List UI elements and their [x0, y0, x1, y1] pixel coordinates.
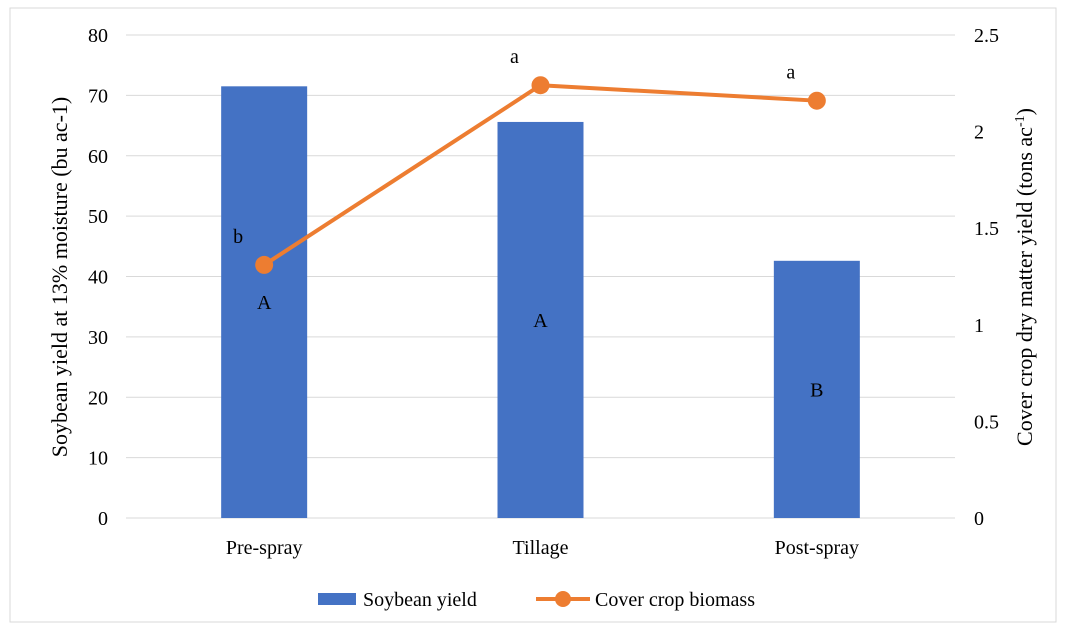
line-point [807, 91, 826, 110]
line-point [255, 255, 274, 274]
bar-annotation: B [810, 379, 823, 401]
y-right-tick-label: 2.5 [974, 25, 999, 47]
line-point-annotation: b [233, 226, 243, 248]
bar-annotation: A [257, 292, 272, 314]
bar [221, 86, 308, 518]
y-right-axis-title: Cover crop dry matter yield (tons ac-1) [1012, 108, 1037, 446]
y-right-tick-label: 0.5 [974, 411, 999, 433]
axis-ticks: 0 10 20 30 40 50 60 70 80 0 0.5 1 1.5 2 2.5 Pre-spray Ti… [88, 25, 999, 559]
x-tick-label: Post-spray [775, 537, 859, 559]
line-point-annotation: a [786, 62, 795, 84]
y-right-axis-title-end: ) [1012, 108, 1037, 115]
y-right-tick-label: 2 [974, 122, 984, 144]
y-left-tick-label: 10 [88, 448, 108, 470]
legend-line-label: Cover crop biomass [595, 589, 755, 611]
x-tick-label: Tillage [513, 537, 569, 559]
bar-annotation: A [533, 310, 548, 332]
bar [773, 260, 860, 518]
legend-bar-swatch [318, 593, 356, 605]
y-left-tick-label: 30 [88, 327, 108, 349]
legend: Soybean yield Cover crop biomass [318, 589, 755, 611]
bar [497, 121, 584, 518]
annotations: A A Bb a a [233, 46, 823, 401]
y-left-tick-label: 60 [88, 146, 108, 168]
y-left-tick-label: 80 [88, 25, 108, 47]
legend-bar-label: Soybean yield [363, 589, 477, 611]
y-left-tick-label: 50 [88, 206, 108, 228]
y-right-axis-title-main: Cover crop dry matter yield (tons ac [1012, 127, 1037, 446]
y-left-tick-label: 0 [98, 508, 108, 530]
line-point-annotation: a [510, 46, 519, 68]
y-right-tick-label: 0 [974, 508, 984, 530]
line-point [531, 76, 550, 95]
y-right-tick-label: 1.5 [974, 218, 999, 240]
line-series [255, 76, 826, 274]
legend-line-marker [555, 591, 571, 607]
bar-series [221, 86, 860, 518]
y-left-axis-title: Soybean yield at 13% moisture (bu ac-1) [47, 97, 72, 457]
y-right-axis-title-superscript: -1 [1013, 115, 1028, 127]
x-tick-label: Pre-spray [226, 537, 303, 559]
y-left-tick-label: 70 [88, 85, 108, 107]
y-left-tick-label: 20 [88, 387, 108, 409]
y-right-tick-label: 1 [974, 315, 984, 337]
y-left-tick-label: 40 [88, 267, 108, 289]
